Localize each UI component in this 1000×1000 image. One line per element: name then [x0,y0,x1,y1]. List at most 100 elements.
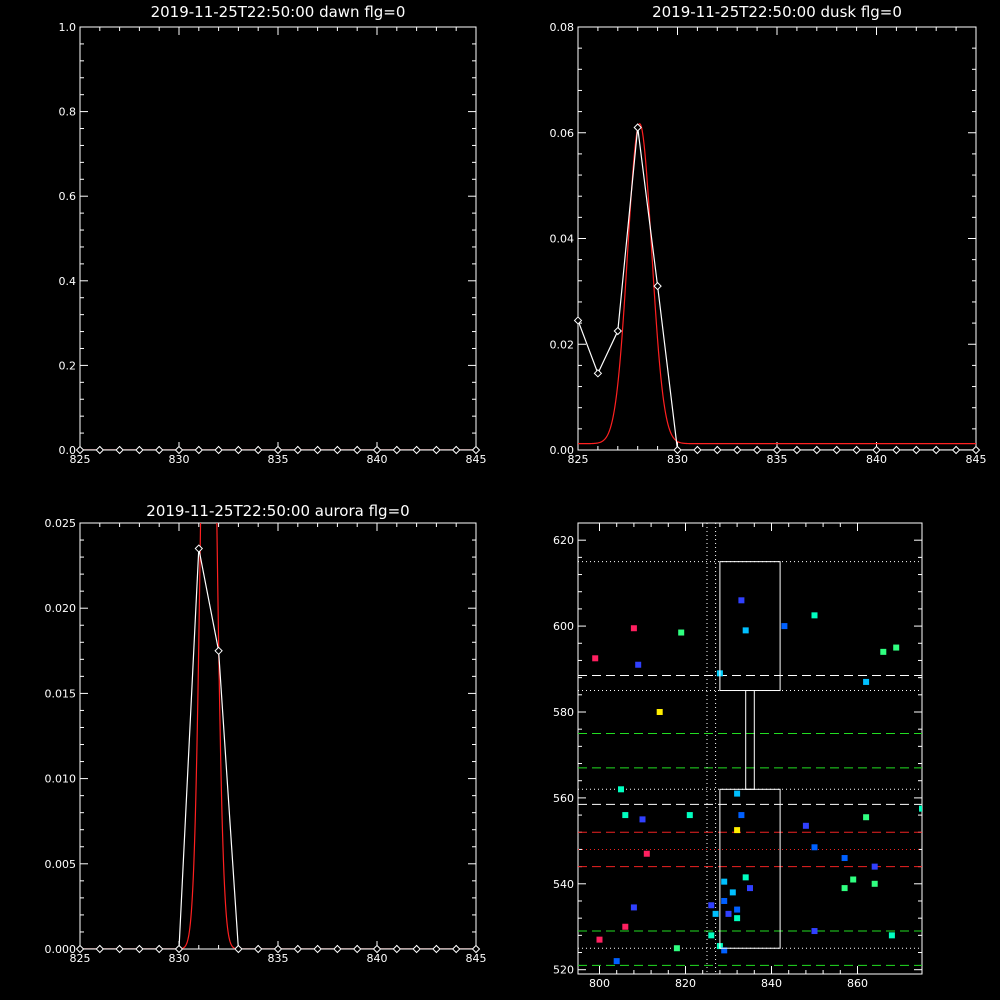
p3-pixel [871,863,878,870]
p0-ytick-label: 0.0 [59,444,77,457]
panel-map: 800 820 840 860 520 540 560 580 600 620 [553,522,923,990]
p2-data-point [313,944,322,954]
p1-data-point [653,281,662,291]
p3-pixel [734,906,741,913]
p1-data-point [931,445,941,455]
p1-data-point [693,445,702,455]
p1-xtick-label: 835 [767,453,788,466]
p1-data-point [573,316,583,325]
p3-pixel [802,822,809,829]
p0-data-point [115,445,124,455]
p3-pixel [880,648,887,655]
p3-region-box [745,690,755,790]
p1-data-point [792,445,802,455]
p3-pixel [738,597,745,604]
p1-data-point [732,445,742,455]
panel-dawn-title: 2019-11-25T22:50:00 dawn flg=0 [151,3,406,21]
p3-pixel [811,844,818,851]
p3-pixel [630,625,637,632]
p1-plot-area [578,123,976,450]
p3-pixel [742,874,749,881]
p3-pixel [708,932,715,939]
p3-pixel [635,661,642,668]
p3-pixel [738,812,745,819]
p1-xtick-label: 845 [966,453,987,466]
p3-pixel [871,880,878,887]
p3-pixel [721,897,728,904]
p3-pixel [811,928,818,935]
p3-pixel [596,936,603,943]
p0-data-point [174,445,184,455]
p3-pixel [592,655,599,662]
p0-frame [79,26,477,451]
p2-ytick-label: 0.025 [45,517,77,530]
p2-data-point [432,944,441,954]
p2-data-point [352,944,362,954]
p0-xtick-label: 835 [268,453,289,466]
p2-data-point [135,944,144,954]
p3-pixel [734,790,741,797]
p3-region-box [719,561,781,692]
p2-xtick-label: 830 [169,952,190,965]
p2-xtick-label: 835 [268,952,289,965]
p3-pixel [893,644,900,651]
p3-pixel [841,855,848,862]
p3-pixel [747,885,753,892]
p3-xtick-label: 820 [675,977,696,990]
p1-data-point [673,445,682,455]
p0-data-point [273,445,283,455]
p2-data-point [214,646,223,656]
p2-frame [79,522,477,950]
p1-data-point [912,445,921,455]
p3-pixel [888,932,895,939]
p1-frame [577,26,977,451]
p3-pixel [811,612,818,619]
p1-data-point [593,369,603,378]
p2-data-point [75,944,85,954]
p1-data-point [892,445,901,455]
p3-pixel [721,878,728,885]
p2-data-point [194,544,204,553]
p3-pixel [863,678,870,685]
p2-data-point [154,944,164,954]
p1-ytick-label: 0.04 [550,233,575,246]
p1-data-point [752,445,762,455]
p1-xtick-label: 840 [866,453,887,466]
p0-data-point [75,445,85,455]
p3-pixel [622,812,629,819]
p3-pixel [721,947,728,954]
p3-pixel [863,814,870,821]
p3-ytick-label: 560 [553,792,574,805]
p2-ytick-label: 0.000 [45,943,77,956]
p3-pixel [639,816,646,823]
p0-data-point [313,445,322,455]
p3-ytick-label: 580 [553,706,574,719]
p2-data-point [95,944,105,954]
p3-pixel [686,812,693,819]
p3-pixel [678,629,685,636]
p1-data-line [578,127,976,450]
p1-fit-line [578,123,976,445]
p3-pixel [630,904,637,911]
p1-xtick-label: 825 [568,453,589,466]
p0-xtick-label: 845 [466,453,487,466]
p1-data-point [832,445,841,455]
p2-data-point [412,944,421,954]
p0-data-point [95,445,105,455]
p2-data-point [471,944,481,954]
panel-dawn: 2019-11-25T22:50:00 dawn flg=0 825 830 835… [59,3,487,466]
panel-aurora-title: 2019-11-25T22:50:00 aurora flg=0 [146,502,409,520]
p3-pixel [656,708,663,715]
p1-data-point [613,326,623,336]
p0-data-point [451,445,461,455]
p2-data-point [451,944,461,954]
p3-pixel [708,902,715,909]
p3-pixel [725,910,732,917]
p2-data-point [333,944,342,954]
p1-data-point [872,445,881,455]
p0-xtick-label: 840 [367,453,388,466]
p0-ytick-label: 0.8 [59,106,77,119]
p2-data-point [392,944,402,954]
p3-ytick-label: 540 [553,878,574,891]
